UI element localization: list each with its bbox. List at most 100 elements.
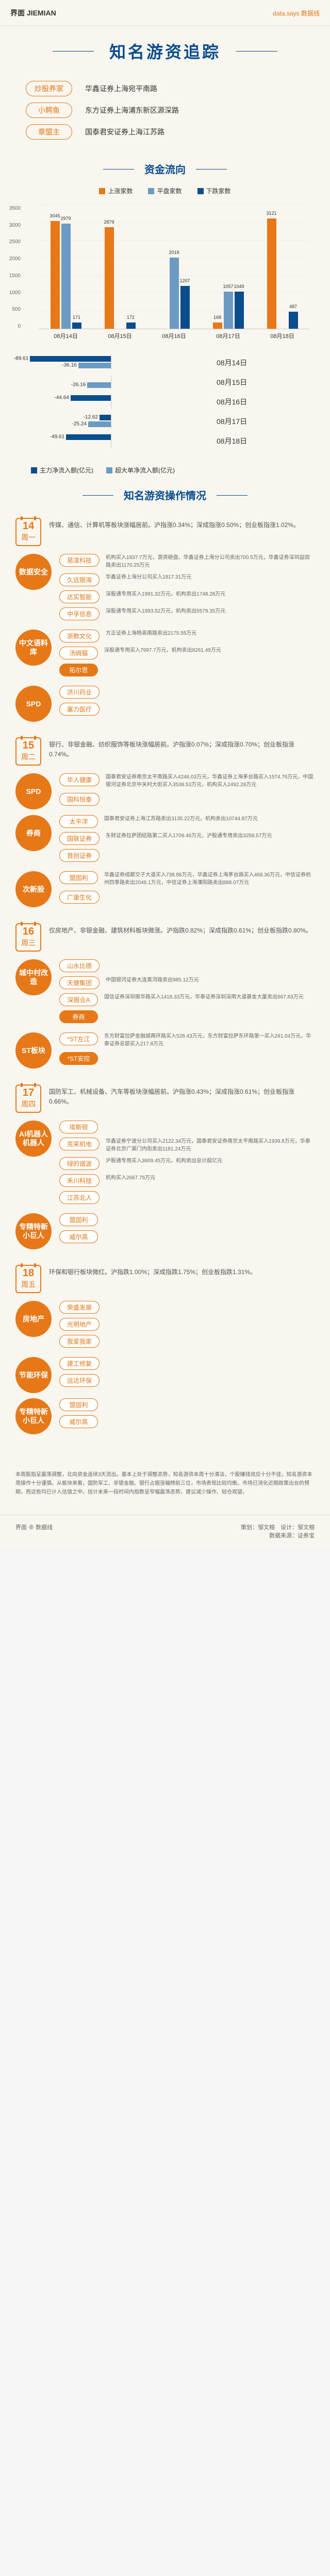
- item-row: 浙数文化 方正证券上海杨高南路卖出2175.55万元: [59, 630, 315, 642]
- timeline: 14周一 传媒、通信、计算机等板块涨幅居前。沪指涨0.34%；深成指涨0.50%…: [0, 507, 330, 1460]
- stock-desc: 国信证券深圳振华路买入1418.33万元，华泰证券深圳深南大道基金大厦卖出667…: [104, 993, 315, 1001]
- stock-desc: 东财证券拉萨团结路第二买入1709.46万元，沪股通专用卖出3258.57万元: [106, 832, 315, 840]
- theme-circle: SPD: [15, 686, 52, 722]
- bar: 487: [289, 312, 298, 329]
- legend-item: 平盘家数: [148, 187, 182, 195]
- chart1: 3500300025002000150010005000 30452979171…: [0, 200, 330, 345]
- stock-desc: 国泰君安证券南京太平南路买入4246.03万元，华鑫证券上海茅台路买入1574.…: [106, 773, 315, 789]
- bar: 172: [126, 323, 136, 329]
- item-row: 盟固利 华鑫证券成都交子大道买入738.88万元，华鑫证券上海茅台路买入468.…: [59, 871, 315, 887]
- bar: 1207: [180, 286, 190, 329]
- stock-pill: 汤姆猫: [59, 647, 98, 659]
- stock-pill: 威尔高: [59, 1415, 98, 1428]
- stock-pill: 易凌科技: [59, 554, 100, 567]
- item-row: 济川药业: [59, 686, 315, 699]
- theme-row: 次新股 盟固利 华鑫证券成都交子大道买入738.88万元，华鑫证券上海茅台路买入…: [15, 871, 315, 908]
- hbar-row: -49.6108月18日: [21, 433, 309, 449]
- stock-pill: 江苏北人: [59, 1191, 100, 1204]
- credits: 界面 ⊕ 数据线 策划：邹文榕 设计：邹文榕 数据来源：证券宝: [0, 1515, 330, 1547]
- theme-row: 节能环保 建工修复 远达环保: [15, 1357, 315, 1393]
- stock-pill: 荣盛发展: [59, 1301, 100, 1314]
- stock-pill: 天健集团: [59, 976, 100, 989]
- hbar-row: -89.61-36.1608月14日: [21, 355, 309, 370]
- item-row: 荣盛发展: [59, 1301, 315, 1314]
- item-row: 威尔高: [59, 1415, 315, 1428]
- theme-row: AI机器人机器人 埃斯顿 克来机电 华鑫证券宁波分公司买入2122.34万元，国…: [15, 1121, 315, 1208]
- theme-row: ST板块 *ST左江 东方财富拉萨金融城南环路买入528.43万元，东方财富拉萨…: [15, 1032, 315, 1069]
- seat-row: 小鳄鱼东方证券上海浦东新区源深路: [26, 103, 304, 118]
- theme-circle: SPD: [15, 773, 52, 809]
- stock-pill: 盟固利: [59, 871, 98, 884]
- main-title: 知名游资追踪: [94, 39, 236, 63]
- chart1-legend: 上涨家数平盘家数下跌家数: [0, 181, 330, 200]
- stock-desc: 中国银河证券大连黄河路卖出985.12万元: [106, 976, 315, 984]
- day-block: 16周三 仅房地产、非银金融、建筑材料板块微涨。沪指跌0.82%；深成指跌0.6…: [15, 923, 315, 1069]
- theme-row: 专精特新小巨人 盟固利 威尔高: [15, 1213, 315, 1249]
- hbar-row: -12.62-25.2408月17日: [21, 414, 309, 429]
- seat-label: 章盟主: [26, 124, 72, 140]
- calendar-icon: 17周四: [15, 1084, 41, 1113]
- theme-row: 城中村改造 山水比德 天健集团 中国银河证券大连黄河路卖出985.12万元 深振…: [15, 959, 315, 1027]
- theme-row: SPD 济川药业 塞力医疗: [15, 686, 315, 722]
- stock-pill: 绿的谐波: [59, 1157, 100, 1170]
- chart2: -89.61-36.1608月14日-26.1608月15日-44.6408月1…: [0, 345, 330, 463]
- item-row: *ST左江 东方财富拉萨金融城南环路买入528.43万元，东方财富拉萨东环路第一…: [59, 1032, 315, 1048]
- item-row: 绿的谐波 沪股通专用买入3609.45万元，机构卖出总计超亿元: [59, 1157, 315, 1170]
- seat-label: 小鳄鱼: [26, 103, 72, 118]
- theme-row: 数据安全 易凌科技 机构买入1837.7万元，游资砸盘。华鑫证券上海分公司卖出7…: [15, 554, 315, 624]
- bar-group: 20191207: [159, 206, 190, 329]
- stock-pill: 盟固利: [59, 1213, 98, 1226]
- calendar-icon: 16周三: [15, 923, 41, 952]
- stock-desc: 深股通专用买入1991.32万元，机构卖出1748.28万元: [106, 590, 315, 598]
- legend-item: 主力净流入额(亿元): [31, 466, 93, 474]
- day-block: 17周四 国防军工、机械设备、汽车等板块涨幅居前。沪指涨0.43%；深成指涨0.…: [15, 1084, 315, 1249]
- bar: 1049: [235, 292, 244, 329]
- credit-right: 策划：邹文榕 设计：邹文榕 数据来源：证券宝: [241, 1523, 315, 1539]
- bar-group: 16810571049: [213, 206, 244, 329]
- stock-pill: 济川药业: [59, 686, 100, 699]
- bar: 168: [213, 323, 222, 329]
- stock-pill: 埃斯顿: [59, 1121, 98, 1133]
- theme-row: SPD 华人健康 国泰君安证券南京太平南路买入4246.03万元，华鑫证券上海茅…: [15, 773, 315, 810]
- item-row: 江苏北人: [59, 1191, 315, 1204]
- legend-item: 超大单净流入额(亿元): [106, 466, 175, 474]
- day-description: 国防军工、机械设备、汽车等板块涨幅居前。沪指涨0.43%；深成指涨0.61%；创…: [49, 1084, 315, 1107]
- theme-row: 中文语料库 浙数文化 方正证券上海杨高南路卖出2175.55万元 汤姆猫 深股通…: [15, 630, 315, 681]
- stock-pill: 中孚信息: [59, 607, 100, 620]
- item-row: 塞力医疗: [59, 703, 315, 716]
- item-row: 盟固利: [59, 1398, 315, 1411]
- main-title-wrap: 知名游资追踪: [0, 26, 330, 76]
- item-row: 盟固利: [59, 1213, 315, 1226]
- seat-value: 国泰君安证券上海江苏路: [85, 127, 164, 137]
- seat-row: 炒股养家华鑫证券上海宛平南路: [26, 81, 304, 96]
- theme-row: 房地产 荣盛发展 光明地产 我爱我家: [15, 1301, 315, 1352]
- item-row: 国科恒泰: [59, 793, 315, 806]
- bar-group: 30452979171: [51, 206, 81, 329]
- item-row: 威尔高: [59, 1230, 315, 1243]
- stock-pill: 拓尔思: [59, 664, 98, 676]
- day-description: 传媒、通信、计算机等板块涨幅居前。沪指涨0.34%；深成指涨0.50%；创业板指…: [49, 518, 315, 530]
- theme-circle: 数据安全: [15, 554, 52, 590]
- stock-pill: 华人健康: [59, 773, 100, 786]
- stock-pill: 广康生化: [59, 891, 100, 904]
- bar: 3045: [51, 221, 60, 329]
- stock-desc: 深股通专用买入1993.52万元，机构卖出5579.35万元: [106, 607, 315, 615]
- item-row: 克来机电 华鑫证券宁波分公司买入2122.34万元，国泰君安证券南京太平南路买入…: [59, 1138, 315, 1153]
- theme-circle: 专精特新小巨人: [15, 1398, 52, 1434]
- stock-desc: 机构买入1837.7万元，游资砸盘。华鑫证券上海分公司卖出700.5万元，华鑫证…: [106, 554, 315, 569]
- item-row: 达实智能 深股通专用买入1991.32万元，机构卖出1748.28万元: [59, 590, 315, 603]
- stock-desc: 机构买入2667.75万元: [106, 1174, 315, 1182]
- stock-pill: 克来机电: [59, 1138, 100, 1150]
- calendar-icon: 18周五: [15, 1265, 41, 1293]
- stock-pill: 太平洋: [59, 815, 98, 828]
- bar: 171: [72, 323, 81, 329]
- item-row: 汤姆猫 深股通专用买入7997.7万元，机构卖出8261.49万元: [59, 647, 315, 659]
- theme-circle: 次新股: [15, 871, 52, 907]
- section-title-1: 资金流向: [0, 151, 330, 181]
- credit-left: 界面 ⊕ 数据线: [15, 1523, 53, 1539]
- stock-pill: 建工修复: [59, 1357, 100, 1370]
- item-row: 山水比德: [59, 959, 315, 972]
- stock-desc: 深股通专用买入7997.7万元，机构卖出8261.49万元: [104, 647, 315, 654]
- item-row: 深振业A 国信证券深圳振华路买入1418.33万元，华泰证券深圳深南大道基金大厦…: [59, 993, 315, 1006]
- seat-row: 章盟主 国泰君安证券上海江苏路: [26, 124, 304, 140]
